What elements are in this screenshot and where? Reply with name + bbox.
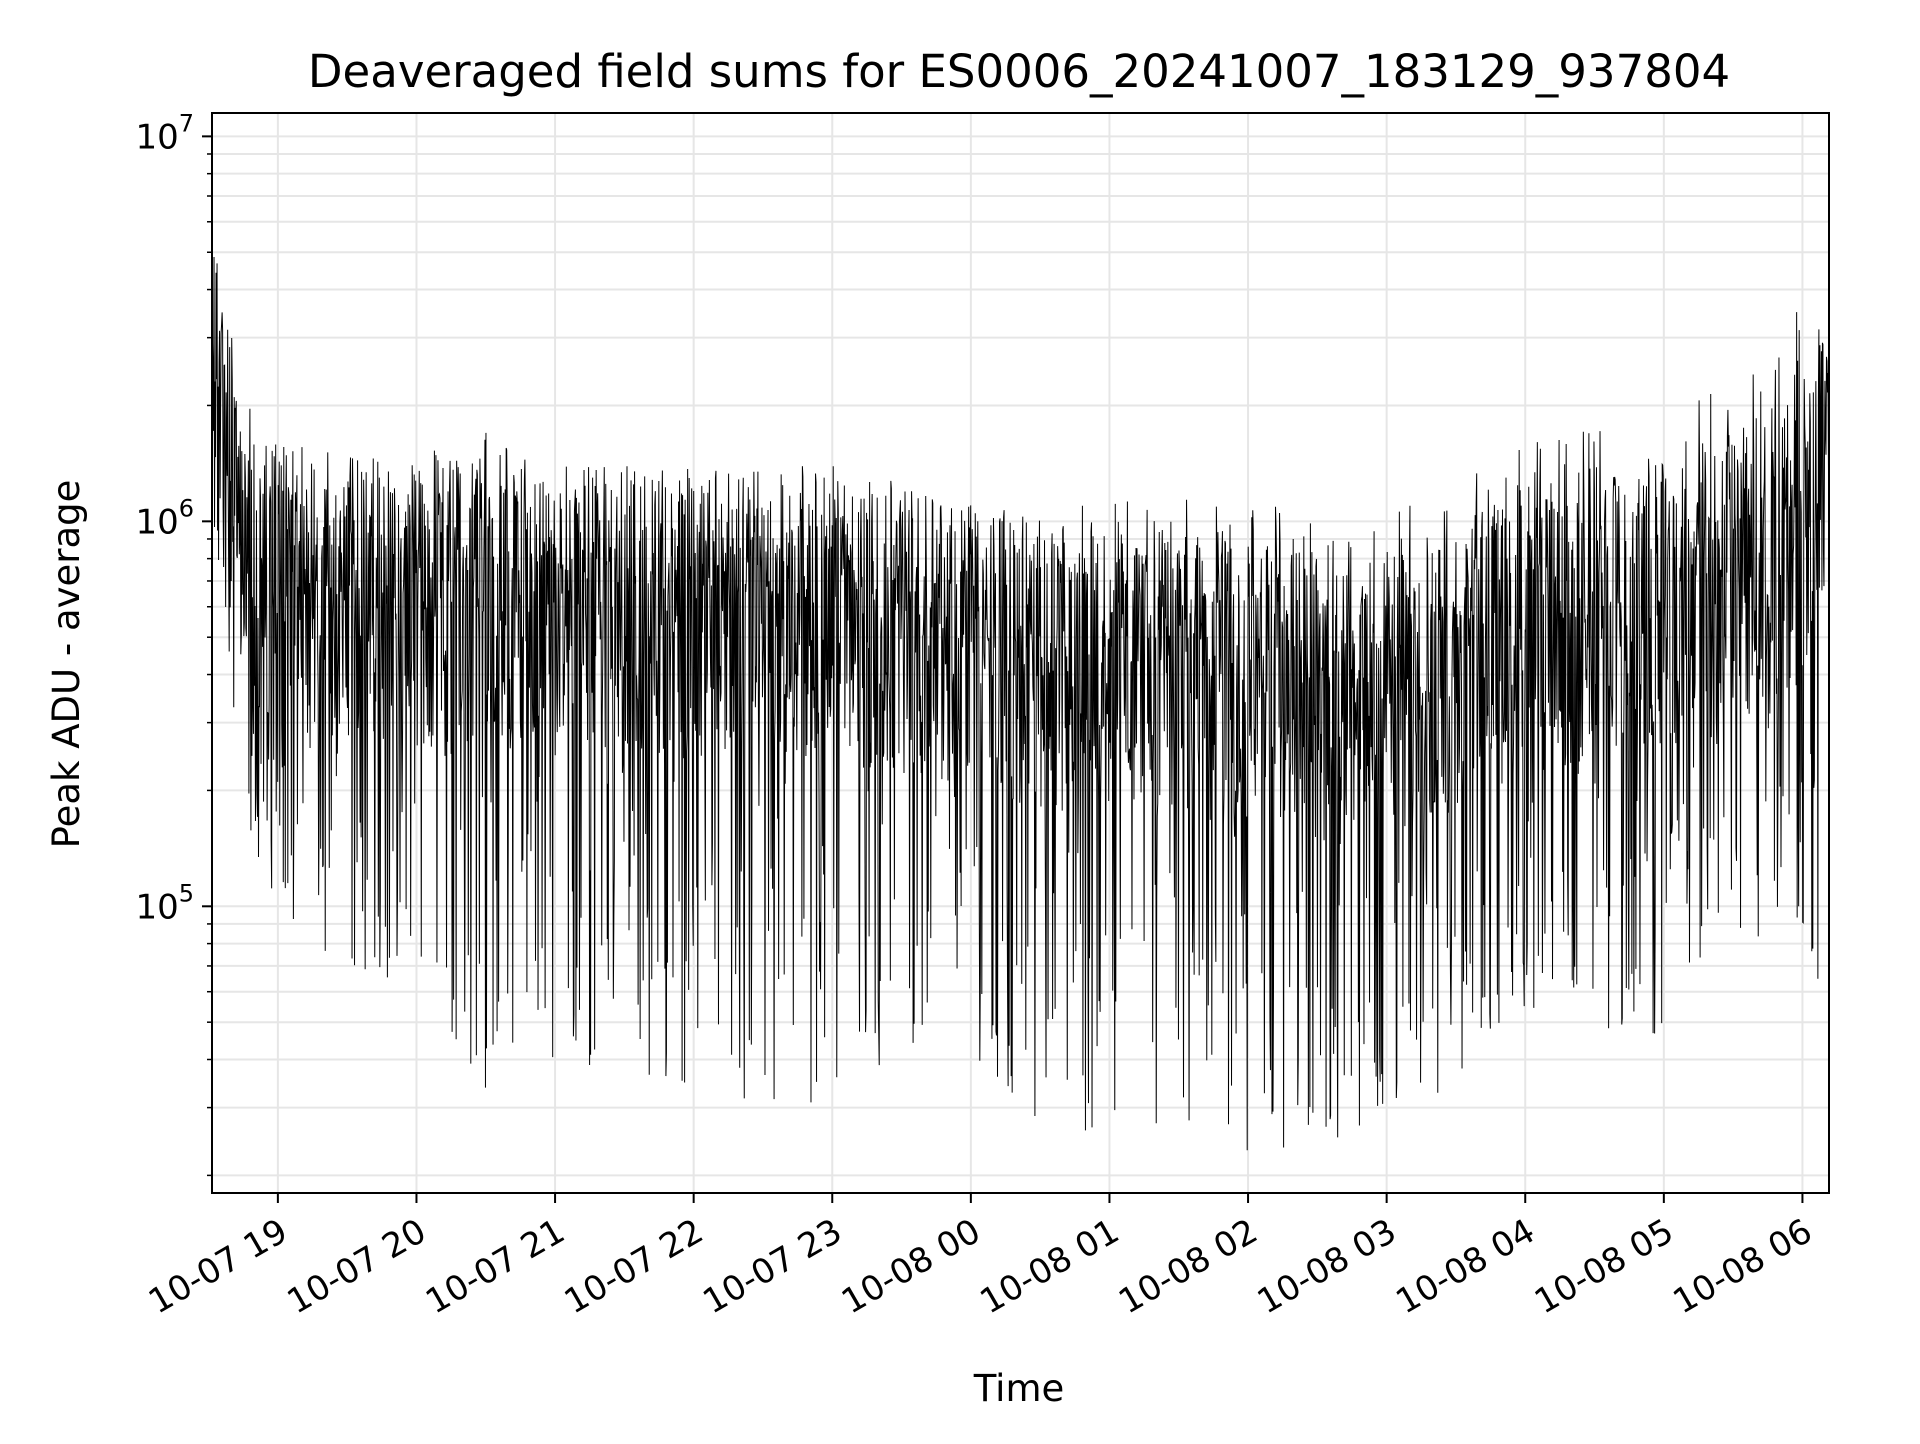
y-tick-label: 105	[135, 879, 194, 927]
tick-layer	[202, 135, 1804, 1203]
series-line	[211, 229, 1830, 1151]
y-tick-label: 107	[135, 109, 194, 157]
series-layer	[211, 229, 1830, 1151]
y-tick-label: 106	[135, 494, 194, 542]
x-axis-label: Time	[973, 1367, 1065, 1410]
y-axis-label: Peak ADU - average	[45, 480, 88, 849]
plot-frame	[211, 112, 1830, 1194]
chart-title: Deaveraged field sums for ES0006_2024100…	[308, 45, 1730, 98]
